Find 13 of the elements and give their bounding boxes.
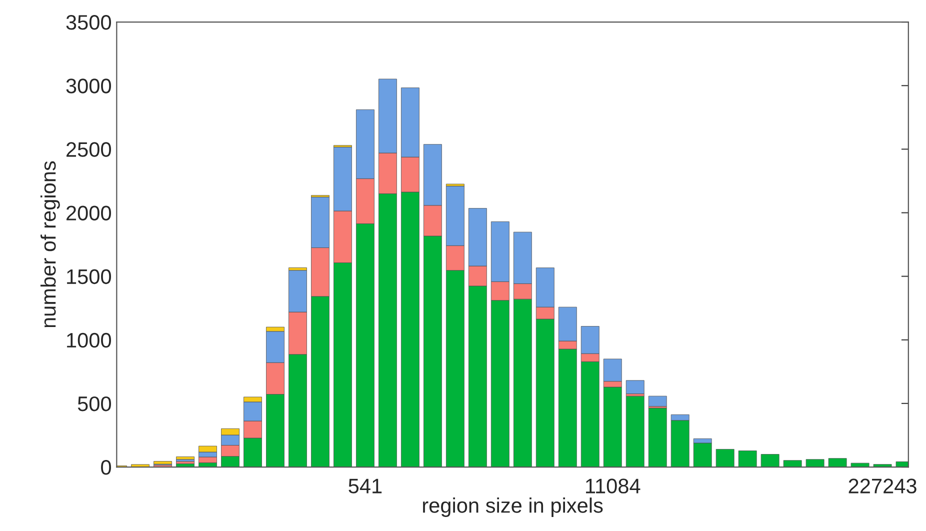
- x-axis-title: region size in pixels: [423, 498, 603, 517]
- y-tick-label: 2000: [66, 206, 112, 220]
- x-tick-label: 227243: [848, 478, 916, 494]
- y-tick-label: 3000: [66, 78, 112, 94]
- y-axis-title: number of regions: [40, 161, 60, 328]
- y-tick-label: 1500: [67, 269, 112, 284]
- y-tick-label: 500: [78, 396, 112, 412]
- y-tick-label: 0: [101, 460, 111, 475]
- y-tick-label: 3500: [66, 15, 112, 30]
- x-tick-label: 11084: [586, 478, 640, 494]
- y-tick-label: 2500: [66, 142, 112, 157]
- x-tick-label: 541: [348, 478, 382, 494]
- y-tick-label: 1000: [67, 332, 112, 348]
